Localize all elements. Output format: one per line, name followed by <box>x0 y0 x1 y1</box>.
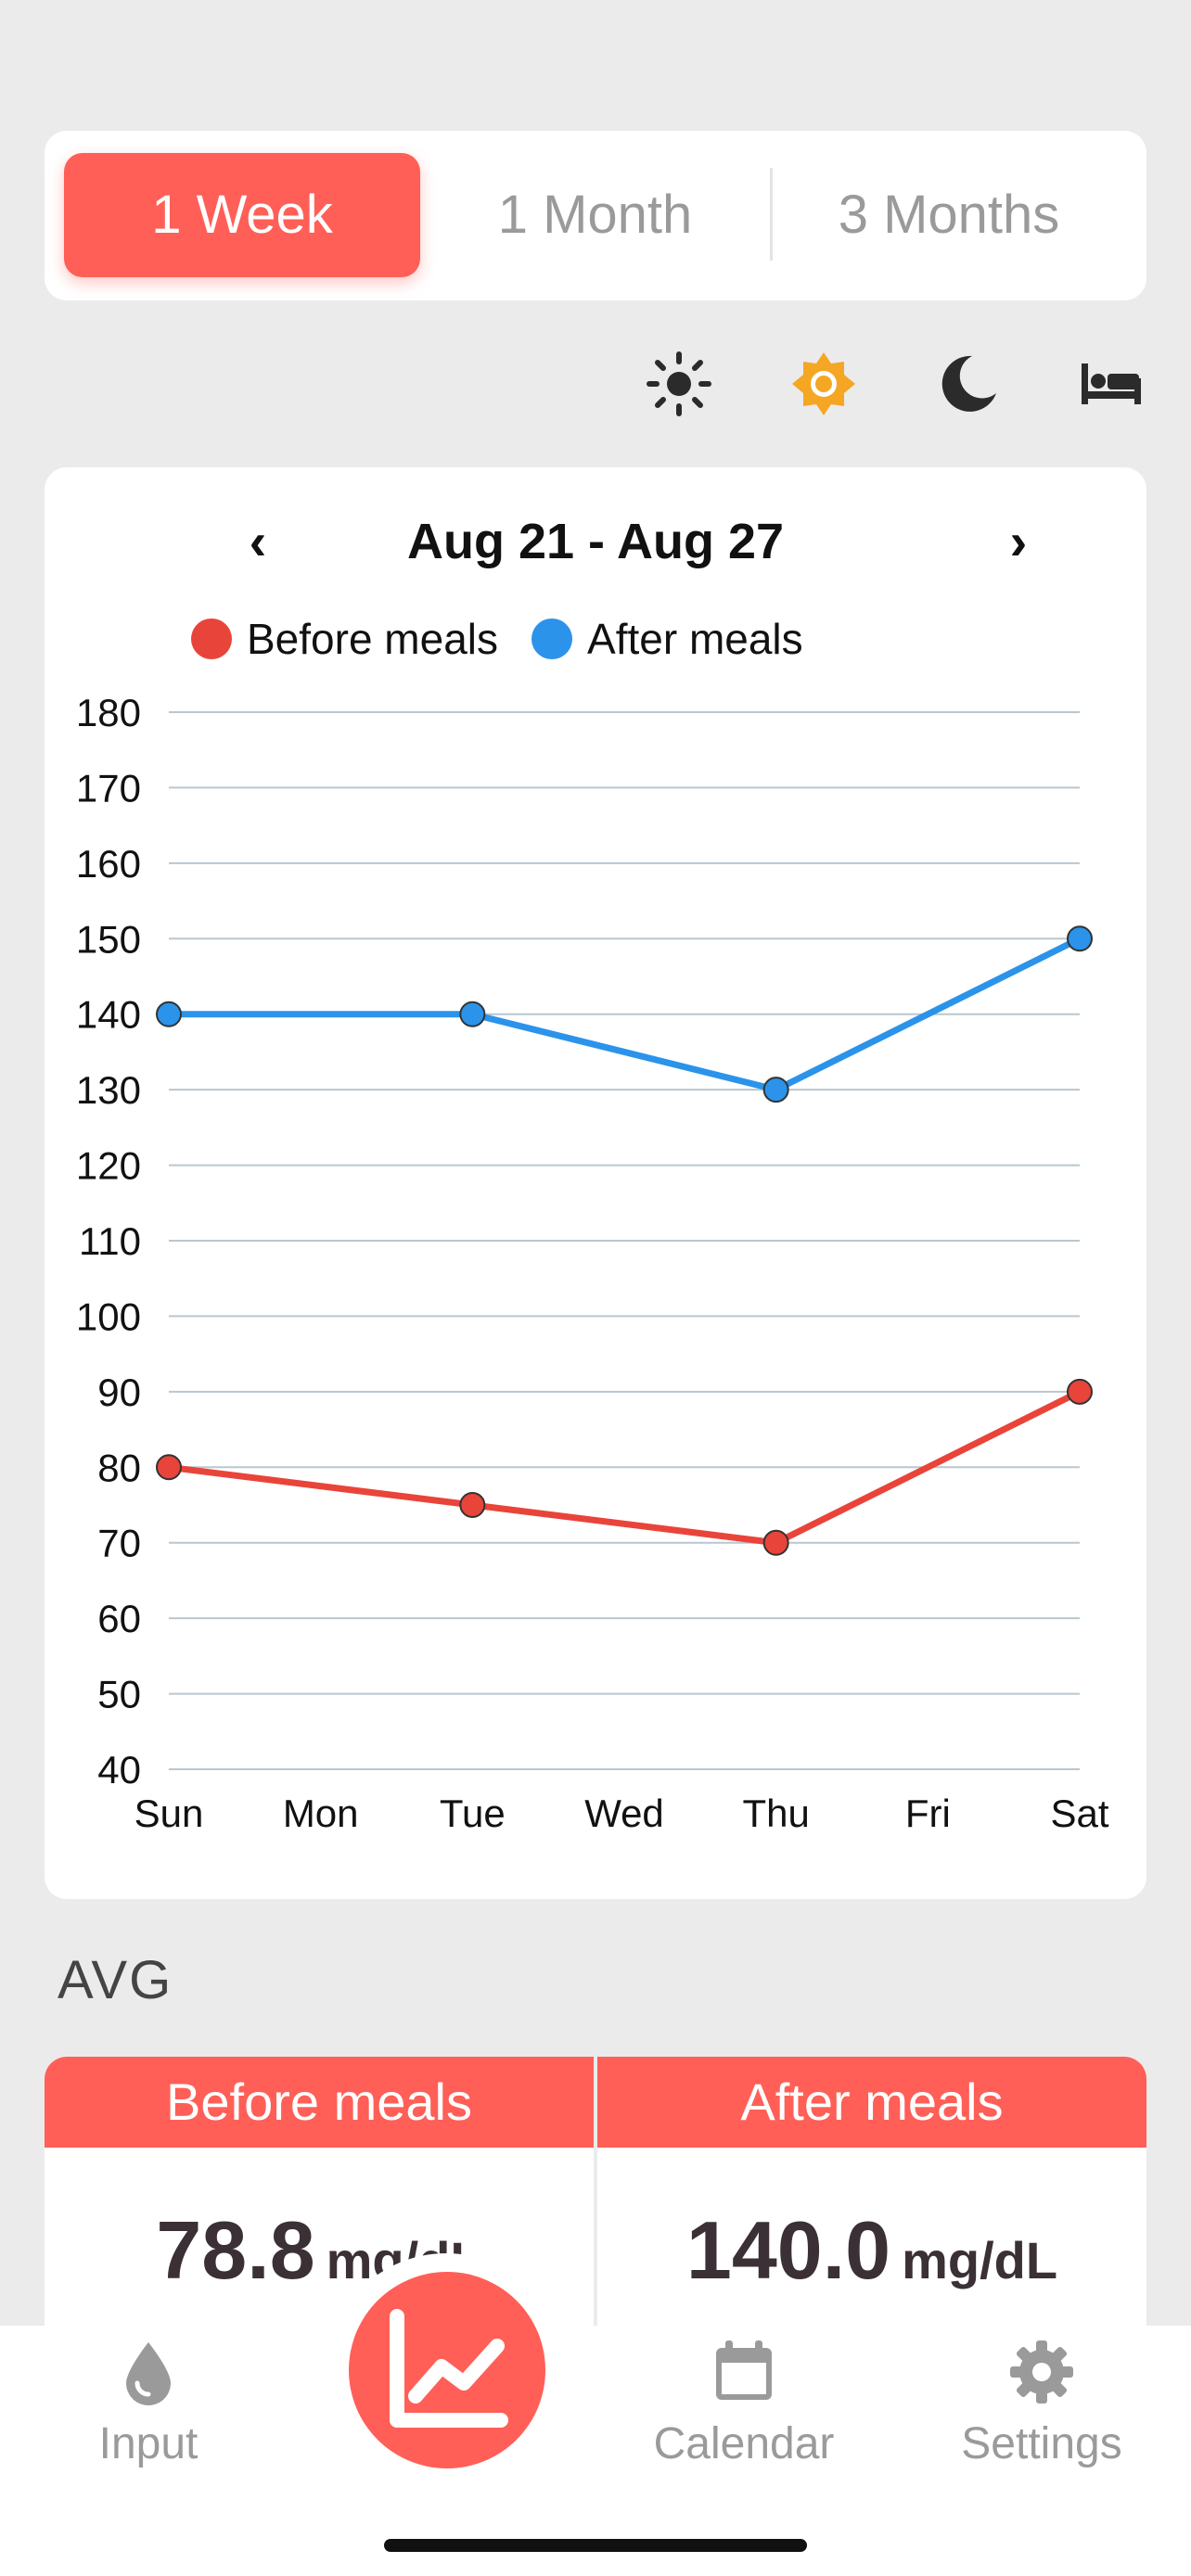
sun-outline-icon[interactable] <box>790 351 857 417</box>
y-tick-label: 140 <box>76 993 141 1037</box>
chart-icon <box>390 2309 508 2428</box>
chevron-right-icon[interactable]: › <box>1009 512 1028 570</box>
range-3-months[interactable]: 3 Months <box>838 185 1060 245</box>
legend-before-meals: Before meals <box>191 614 498 664</box>
legend-dot-after <box>531 618 573 659</box>
chart-card: 180 170 160 150 140 130 120 110 100 90 80 70 60 50 40 S… <box>45 467 1146 1899</box>
calendar-icon <box>716 2340 772 2400</box>
legend-dot-before <box>191 618 232 659</box>
x-tick-label: Sat <box>1050 1792 1108 1835</box>
tab-settings-label: Settings <box>961 2419 1122 2468</box>
legend-label-before: Before meals <box>247 615 499 663</box>
segment-divider <box>770 168 773 261</box>
y-tick-label: 60 <box>97 1597 141 1640</box>
data-point <box>459 1492 486 1518</box>
y-tick-label: 180 <box>76 691 141 734</box>
avg-after-value: 140.0 <box>685 2204 891 2296</box>
sun-icon[interactable] <box>646 351 712 417</box>
legend-label-after: After meals <box>587 615 803 663</box>
avg-after-label: After meals <box>597 2057 1146 2148</box>
data-point <box>1067 925 1093 952</box>
avg-after-value-row: 140.0 mg/dL <box>597 2148 1146 2298</box>
data-point <box>762 1077 789 1103</box>
tab-input[interactable]: Input <box>37 2337 260 2469</box>
y-tick-label: 50 <box>97 1673 141 1716</box>
chart-legend: Before meals After meals <box>191 606 837 671</box>
range-selector: 1 Week 1 Month 3 Months <box>45 131 1146 300</box>
avg-after-card: After meals 140.0 mg/dL <box>597 2057 1146 2335</box>
avg-before-value: 78.8 <box>156 2204 315 2296</box>
range-1-week[interactable]: 1 Week <box>64 153 420 277</box>
home-indicator <box>384 2539 807 2552</box>
y-tick-label: 110 <box>79 1219 141 1263</box>
y-tick-label: 170 <box>76 766 141 810</box>
avg-after-unit: mg/dL <box>902 2231 1058 2289</box>
y-tick-label: 130 <box>76 1068 141 1112</box>
tab-chart[interactable] <box>349 2272 545 2468</box>
data-point <box>156 1454 182 1481</box>
avg-before-label: Before meals <box>45 2057 594 2148</box>
x-tick-label: Wed <box>584 1792 664 1835</box>
x-tick-label: Sun <box>134 1792 204 1835</box>
x-tick-label: Tue <box>440 1792 506 1835</box>
legend-after-meals: After meals <box>531 614 803 664</box>
data-point <box>1067 1378 1093 1405</box>
gear-icon <box>1010 2340 1073 2404</box>
y-tick-label: 100 <box>76 1294 141 1338</box>
y-tick-label: 90 <box>97 1371 141 1414</box>
x-tick-label: Thu <box>742 1792 809 1835</box>
x-tick-label: Fri <box>905 1792 951 1835</box>
y-tick-label: 70 <box>97 1522 141 1565</box>
drop-icon <box>126 2342 171 2405</box>
tab-input-label: Input <box>98 2419 198 2468</box>
y-tick-label: 150 <box>76 917 141 961</box>
line-chart: 180170160150140130120110100908070605040S… <box>76 691 1109 1835</box>
tab-calendar-label: Calendar <box>653 2419 835 2468</box>
date-range-title: Aug 21 - Aug 27 <box>406 514 785 569</box>
tab-bar <box>0 2326 1191 2576</box>
y-tick-label: 120 <box>76 1144 141 1188</box>
series-line-0 <box>168 1388 1082 1547</box>
series-line-1 <box>169 936 1082 1093</box>
tab-calendar[interactable]: Calendar <box>633 2337 855 2469</box>
range-1-month[interactable]: 1 Month <box>497 185 693 245</box>
tab-settings[interactable]: Settings <box>930 2337 1153 2469</box>
avg-title: AVG <box>58 1950 173 2010</box>
data-point <box>459 1001 486 1027</box>
moon-icon[interactable] <box>935 351 1002 417</box>
data-point <box>156 1001 182 1027</box>
chevron-left-icon[interactable]: ‹ <box>249 512 267 570</box>
y-tick-label: 40 <box>97 1748 141 1792</box>
bed-icon[interactable] <box>1078 351 1145 417</box>
x-tick-label: Mon <box>283 1792 359 1835</box>
y-tick-label: 160 <box>76 842 141 886</box>
y-tick-label: 80 <box>97 1446 141 1489</box>
data-point <box>762 1529 789 1556</box>
